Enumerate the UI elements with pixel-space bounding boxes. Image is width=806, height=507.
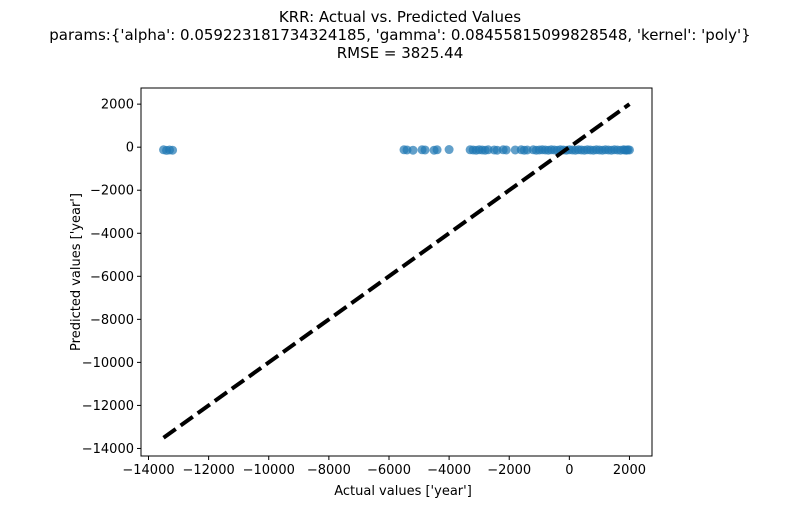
- x-tick-label: −12000: [183, 463, 235, 478]
- y-tick-label: 2000: [101, 98, 134, 113]
- scatter-point: [444, 145, 454, 155]
- x-tick-label: −8000: [307, 463, 351, 478]
- x-tick-label: −4000: [427, 463, 471, 478]
- y-axis: 2000 0 −2000 −4000 −6000 −8000 −10000 −12000 −14…: [82, 98, 141, 457]
- axes-frame: [140, 87, 653, 457]
- scatter-point: [408, 145, 418, 155]
- y-tick-label: −14000: [82, 442, 134, 457]
- x-tick-label: −2000: [487, 463, 531, 478]
- scatter-point: [624, 145, 634, 155]
- y-tick-label: −6000: [90, 270, 134, 285]
- y-tick-label: −8000: [90, 313, 134, 328]
- plot-area: [159, 102, 634, 440]
- scatter-point: [432, 145, 442, 155]
- chart-title-line-1: KRR: Actual vs. Predicted Values: [279, 8, 521, 26]
- x-tick-label: −10000: [243, 463, 295, 478]
- scatter-point: [420, 145, 430, 155]
- scatter-point: [501, 145, 511, 155]
- y-tick-label: −12000: [82, 399, 134, 414]
- y-tick-label: −4000: [90, 227, 134, 242]
- x-axis: −14000 −12000 −10000 −8000 −6000 −4000 −2000 0 2…: [122, 456, 646, 478]
- y-tick-label: 0: [126, 141, 134, 156]
- x-tick-label: −6000: [367, 463, 411, 478]
- x-tick-label: −14000: [122, 463, 174, 478]
- identity-line: [162, 102, 631, 440]
- y-tick-label: −2000: [90, 184, 134, 199]
- y-tick-label: −10000: [82, 356, 134, 371]
- scatter-point: [168, 145, 178, 155]
- chart-title-line-3: RMSE = 3825.44: [337, 44, 464, 62]
- x-tick-label: 0: [565, 463, 573, 478]
- chart-title-line-2: params:{'alpha': 0.059223181734324185, '…: [49, 26, 750, 44]
- x-axis-label: Actual values ['year']: [334, 484, 472, 499]
- x-tick-label: 2000: [613, 463, 646, 478]
- y-axis-label: Predicted values ['year']: [69, 193, 84, 351]
